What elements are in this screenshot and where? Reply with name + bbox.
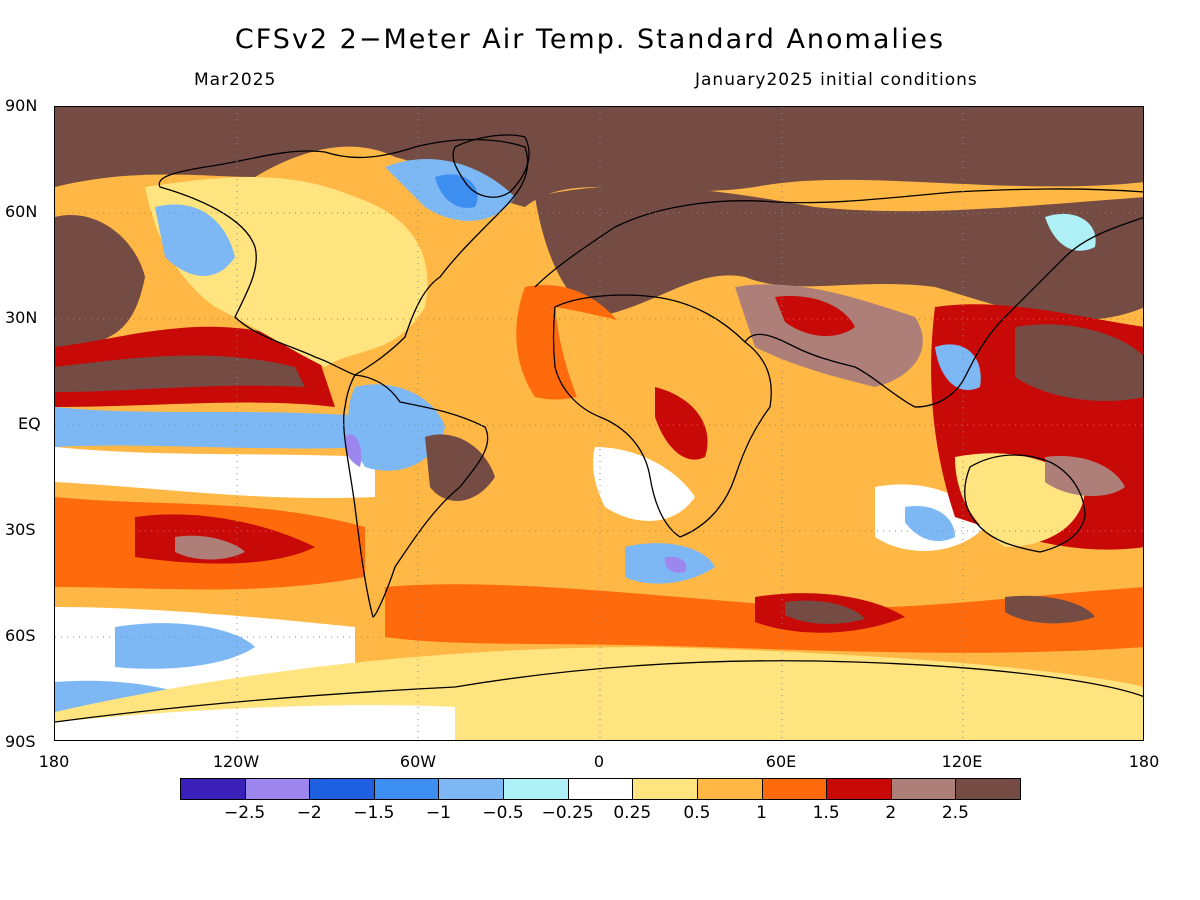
australia-coast xyxy=(964,454,1086,553)
lat-label: 30S xyxy=(5,520,36,539)
color-label: −2 xyxy=(296,803,322,823)
color-swatch xyxy=(438,778,505,800)
eurasia-warm-region xyxy=(535,186,1143,320)
central-africa-hot xyxy=(655,387,708,460)
color-swatch xyxy=(696,778,763,800)
color-label: 0.5 xyxy=(683,803,711,823)
initial-conditions: January2025 initial conditions xyxy=(695,70,978,90)
greenland-cool-region xyxy=(435,174,478,208)
lon-label: 0 xyxy=(593,752,605,771)
lon-label: 180 xyxy=(38,752,70,771)
color-label: 0.25 xyxy=(613,803,652,823)
north-america-coast xyxy=(158,138,529,376)
south-america-coast xyxy=(342,374,489,618)
south-pacific-neutral-band xyxy=(55,447,375,499)
color-swatch xyxy=(567,778,634,800)
indian-ocean-cool xyxy=(905,506,955,542)
color-swatch xyxy=(826,778,892,800)
color-label: −1.5 xyxy=(353,803,395,823)
color-swatch xyxy=(503,778,569,800)
pacific-brown-band xyxy=(55,355,305,392)
lat-label: 60S xyxy=(5,626,36,645)
color-legend xyxy=(180,778,1021,800)
lon-label: 60W xyxy=(399,752,437,771)
arctic-warm-region xyxy=(55,107,1143,207)
lat-label: 60N xyxy=(5,202,38,221)
anomaly-map xyxy=(54,106,1144,741)
map-canvas xyxy=(55,107,1143,740)
color-label: −1 xyxy=(425,803,451,823)
coastlines xyxy=(55,134,1143,723)
lat-label: 90N xyxy=(5,96,38,115)
indian-ocean-brown-spot xyxy=(785,600,865,624)
color-label: −0.5 xyxy=(482,803,524,823)
color-swatch xyxy=(180,778,246,800)
color-label: −2.5 xyxy=(223,803,266,823)
lon-label: 120W xyxy=(212,752,260,771)
eurasia-coast xyxy=(534,188,1143,408)
brazil-warm-region xyxy=(425,434,495,501)
southern-ocean-cool-region xyxy=(115,623,255,669)
tasman-brown-spot xyxy=(1005,595,1095,624)
color-swatch xyxy=(244,778,311,800)
kamchatka-cool xyxy=(1045,213,1096,251)
lat-label: EQ xyxy=(18,414,41,433)
lat-label: 90S xyxy=(5,732,36,751)
color-swatch xyxy=(761,778,828,800)
color-label: −0.25 xyxy=(541,803,594,823)
alaska-cool-region xyxy=(155,204,235,276)
color-label: 2 xyxy=(885,803,897,823)
color-swatch xyxy=(373,778,440,800)
lat-label: 30N xyxy=(5,308,38,327)
forecast-month: Mar2025 xyxy=(194,70,277,90)
east-asia-cool xyxy=(935,344,981,391)
color-label: 1 xyxy=(756,803,767,823)
antarctica-coast xyxy=(55,660,1143,723)
color-swatch xyxy=(309,778,375,800)
north-pacific-warm-region xyxy=(55,215,145,347)
equatorial-pacific-cool-band xyxy=(55,407,375,449)
lon-label: 120E xyxy=(941,752,983,771)
color-swatch xyxy=(632,778,698,800)
lon-label: 60E xyxy=(765,752,797,771)
east-australia-warm xyxy=(1045,456,1125,497)
africa-coast xyxy=(552,294,772,538)
color-swatch xyxy=(890,778,957,800)
color-label: 2.5 xyxy=(941,803,969,823)
south-atlantic-cold-spot xyxy=(664,556,687,573)
middle-east-red xyxy=(775,296,855,337)
greenland-coast xyxy=(452,134,530,198)
south-atlantic-neutral xyxy=(593,447,695,521)
map-title: CFSv2 2−Meter Air Temp. Standard Anomali… xyxy=(234,24,946,55)
color-label: 1.5 xyxy=(812,803,840,823)
west-antarctica-neutral xyxy=(55,705,455,740)
lon-label: 180 xyxy=(1128,752,1160,771)
south-pacific-brown-spot xyxy=(175,535,245,560)
west-pacific-brown xyxy=(1015,324,1143,401)
andes-cold-spot xyxy=(344,434,362,467)
color-swatch xyxy=(955,778,1021,800)
